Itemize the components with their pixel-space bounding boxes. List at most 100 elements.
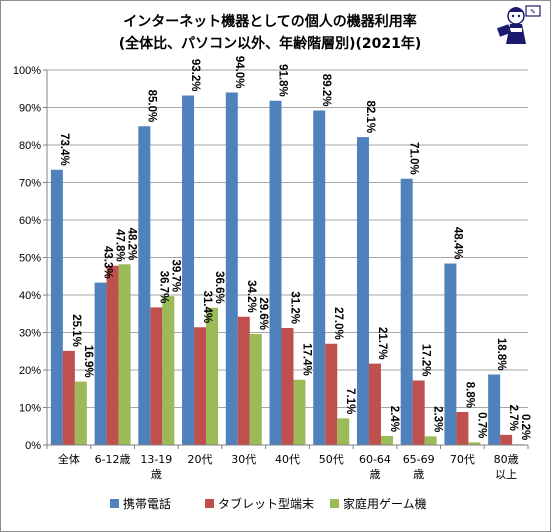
bar	[94, 282, 107, 445]
bar	[456, 412, 469, 445]
x-tick-label: 65-69	[403, 453, 435, 466]
data-label: 17.2%	[420, 344, 432, 377]
bar	[206, 307, 219, 445]
data-label: 0.7%	[475, 412, 487, 438]
x-tick-label: 歳	[151, 468, 162, 481]
data-label: 43.3%	[102, 246, 114, 279]
y-tick-label: 20%	[19, 365, 41, 377]
bar	[400, 178, 413, 445]
data-label: 91.8%	[277, 64, 289, 97]
bar	[225, 92, 238, 445]
data-label: 36.7%	[157, 271, 169, 304]
data-label: 39.7%	[169, 260, 181, 293]
bar	[150, 307, 163, 445]
legend-swatch	[330, 499, 339, 508]
data-label: 17.4%	[301, 343, 313, 376]
data-label: 31.4%	[201, 291, 213, 324]
data-label: 27.0%	[332, 307, 344, 340]
x-tick-label: 20代	[188, 453, 213, 466]
y-tick-label: 10%	[19, 403, 41, 415]
y-tick-label: 80%	[19, 140, 41, 152]
data-label: 21.7%	[376, 327, 388, 360]
bar	[118, 264, 131, 445]
legend-swatch	[205, 499, 214, 508]
legend-label: 家庭用ゲーム機	[343, 496, 427, 511]
mascot-logo-icon: ✎	[496, 5, 541, 44]
y-tick-label: 0%	[25, 440, 41, 452]
bar	[468, 442, 481, 445]
bar	[293, 379, 306, 445]
data-label: 25.1%	[70, 314, 82, 347]
data-label: 29.6%	[257, 297, 269, 330]
x-tick-label: 50代	[319, 453, 344, 466]
x-tick-label: 6-12歳	[95, 453, 131, 466]
bar	[62, 350, 75, 445]
data-label: 7.1%	[344, 388, 356, 414]
data-label: 2.4%	[388, 406, 400, 432]
chart-title-line-1: インターネット機器としての個人の機器利用率	[123, 13, 417, 30]
data-label: 94.0%	[233, 56, 245, 89]
bar	[74, 381, 87, 445]
y-tick-label: 60%	[19, 215, 41, 227]
data-label: 31.2%	[289, 291, 301, 324]
x-tick-label: 60-64	[359, 453, 391, 466]
data-label: 73.4%	[58, 133, 70, 166]
data-label: 2.7%	[507, 405, 519, 431]
bar	[424, 436, 437, 445]
bar	[237, 316, 250, 445]
data-label: 48.2%	[126, 228, 138, 261]
data-label: 89.2%	[320, 74, 332, 107]
bar	[182, 95, 195, 445]
x-tick-label: 歳	[369, 468, 380, 481]
bar	[249, 334, 262, 445]
bar	[194, 327, 207, 445]
bar	[380, 436, 393, 445]
y-tick-label: 90%	[19, 103, 41, 115]
bar	[50, 169, 63, 445]
data-label: 0.2%	[519, 414, 531, 440]
data-label: 16.9%	[82, 345, 94, 378]
x-tick-label: 80歳	[494, 453, 519, 466]
svg-text:✎: ✎	[530, 8, 536, 16]
data-label: 34.2%	[245, 280, 257, 313]
bar	[325, 343, 338, 445]
x-tick-label: 歳	[413, 468, 424, 481]
bar	[281, 328, 294, 445]
x-tick-label: 30代	[231, 453, 256, 466]
x-tick-label: 以上	[495, 468, 517, 481]
bar	[488, 374, 501, 445]
bar	[106, 265, 119, 445]
data-label: 8.8%	[463, 382, 475, 408]
legend-label: タブレット型端末	[218, 496, 314, 511]
bar	[444, 263, 457, 445]
y-tick-label: 100%	[13, 65, 41, 77]
data-label: 82.1%	[364, 101, 376, 134]
bar	[368, 363, 381, 445]
data-label: 18.8%	[495, 338, 507, 371]
data-label: 71.0%	[408, 142, 420, 175]
data-label: 47.8%	[114, 229, 126, 262]
x-tick-label: 70代	[450, 453, 475, 466]
data-label: 2.3%	[432, 406, 444, 432]
bar	[138, 126, 151, 445]
y-tick-label: 70%	[19, 178, 41, 190]
bar	[313, 110, 326, 445]
x-tick-label: 13-19	[140, 453, 172, 466]
y-tick-label: 50%	[19, 253, 41, 265]
y-tick-label: 40%	[19, 290, 41, 302]
legend-swatch	[110, 499, 119, 508]
legend-label: 携帯電話	[123, 496, 171, 511]
bar	[269, 100, 282, 445]
x-tick-label: 40代	[275, 453, 300, 466]
y-tick-label: 30%	[19, 328, 41, 340]
bar	[412, 380, 425, 445]
data-label: 48.4%	[451, 227, 463, 260]
data-label: 36.6%	[213, 271, 225, 304]
data-label: 85.0%	[145, 90, 157, 123]
data-label: 93.2%	[189, 59, 201, 92]
bar	[162, 296, 175, 445]
bar	[337, 418, 350, 445]
chart-title-line-2: (全体比、パソコン以外、年齢階層別)(2021年)	[119, 35, 422, 52]
bar	[356, 137, 369, 445]
